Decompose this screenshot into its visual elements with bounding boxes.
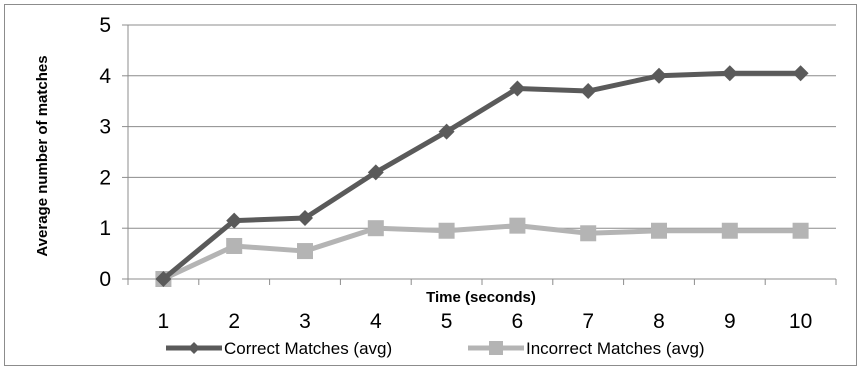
x-tick-label: 6 xyxy=(512,310,524,333)
gridlines xyxy=(128,24,836,229)
series-line xyxy=(162,223,801,282)
x-tick-label: 9 xyxy=(724,310,736,333)
series-layer xyxy=(155,65,809,287)
data-point-square xyxy=(580,225,597,242)
legend: Correct Matches (avg) Incorrect Matches … xyxy=(166,339,705,358)
data-point-square xyxy=(367,220,384,237)
x-tick-label: 2 xyxy=(228,310,240,333)
y-axis-title: Average number of matches xyxy=(34,55,51,256)
x-tick-label: 4 xyxy=(370,310,382,333)
data-point-square xyxy=(297,243,313,260)
y-tick-label: 0 xyxy=(99,268,111,291)
data-point-diamond xyxy=(226,212,243,229)
data-point-diamond xyxy=(792,65,809,82)
x-tick-label: 3 xyxy=(299,310,311,333)
x-tick-label: 5 xyxy=(441,310,453,333)
legend-item-correct: Correct Matches (avg) xyxy=(166,339,392,358)
y-tick-label: 1 xyxy=(99,217,111,240)
x-tick-label: 7 xyxy=(582,310,594,333)
data-point-diamond xyxy=(509,80,526,97)
data-point-diamond xyxy=(438,123,455,140)
y-tick-label: 4 xyxy=(99,65,111,88)
data-point-diamond xyxy=(580,83,597,100)
legend-marker-square xyxy=(489,341,503,355)
x-tick-label: 1 xyxy=(158,310,170,333)
data-point-diamond xyxy=(651,67,667,84)
series-line xyxy=(161,70,801,281)
x-tick-label: 10 xyxy=(789,310,812,333)
data-point-diamond xyxy=(155,271,172,287)
data-point-square xyxy=(509,217,526,234)
chart-frame xyxy=(4,4,857,366)
series-correct xyxy=(155,65,809,287)
y-tick-label: 3 xyxy=(99,116,111,139)
legend-label-correct: Correct Matches (avg) xyxy=(224,339,392,358)
x-tick-labels: 1 2 3 4 5 6 7 8 9 10 xyxy=(127,279,837,333)
y-tick-label: 5 xyxy=(99,14,111,37)
data-point-square xyxy=(792,222,809,239)
data-point-diamond xyxy=(367,164,384,181)
x-tick-label: 8 xyxy=(653,310,665,333)
data-point-square xyxy=(226,237,243,254)
data-point-diamond xyxy=(721,65,738,82)
data-point-square xyxy=(651,222,667,239)
legend-marker-diamond xyxy=(188,342,200,354)
data-point-square xyxy=(438,222,455,239)
y-tick-labels: 0 1 2 3 4 5 xyxy=(99,14,128,291)
x-axis-title: Time (seconds) xyxy=(426,289,536,306)
y-tick-label: 2 xyxy=(99,166,111,189)
data-point-diamond xyxy=(297,210,313,227)
legend-item-incorrect: Incorrect Matches (avg) xyxy=(468,339,705,358)
legend-label-incorrect: Incorrect Matches (avg) xyxy=(526,339,705,358)
data-point-square xyxy=(721,222,738,239)
